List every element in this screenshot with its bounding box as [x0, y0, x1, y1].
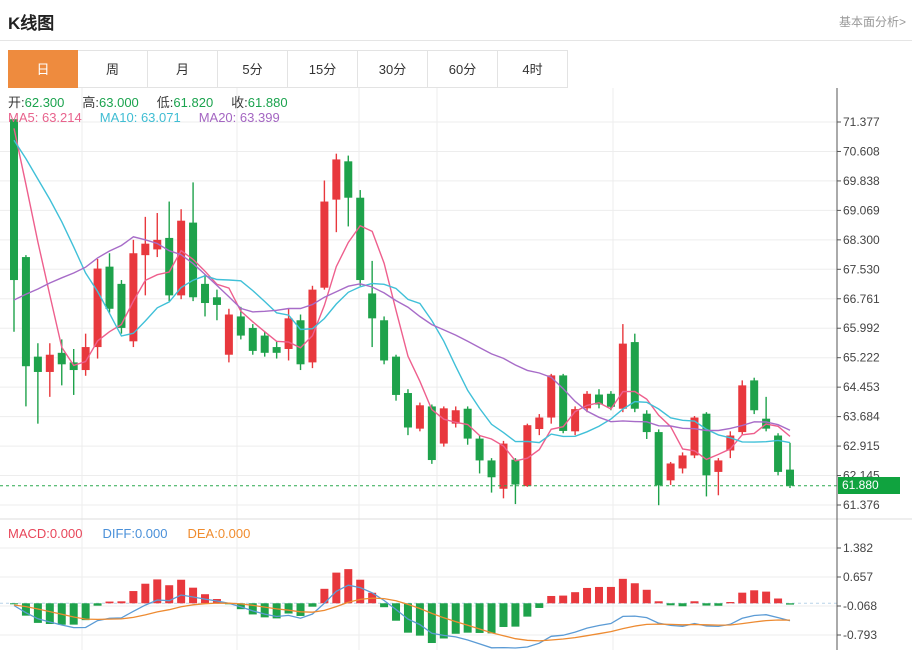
page-title: K线图: [8, 14, 55, 33]
current-price-badge: 61.880: [838, 477, 900, 495]
svg-text:1.382: 1.382: [843, 541, 873, 555]
svg-text:68.300: 68.300: [843, 233, 880, 247]
svg-text:66.761: 66.761: [843, 292, 880, 306]
svg-text:-0.068: -0.068: [843, 599, 877, 613]
svg-text:63.684: 63.684: [843, 410, 880, 424]
svg-text:62.915: 62.915: [843, 439, 880, 453]
svg-text:69.069: 69.069: [843, 203, 880, 217]
svg-text:-0.793: -0.793: [843, 628, 877, 642]
tab-day[interactable]: 日: [8, 50, 78, 88]
tab-month[interactable]: 月: [148, 50, 218, 88]
svg-text:69.838: 69.838: [843, 174, 880, 188]
tab-5min[interactable]: 5分: [218, 50, 288, 88]
svg-text:65.992: 65.992: [843, 321, 880, 335]
header-divider: [0, 40, 912, 41]
candlestick-macd-canvas[interactable]: 71.377 70.608 69.838 69.069 68.300 67.530 66.7…: [0, 88, 912, 650]
tab-30min[interactable]: 30分: [358, 50, 428, 88]
svg-text:61.376: 61.376: [843, 498, 880, 512]
tab-15min[interactable]: 15分: [288, 50, 358, 88]
tab-week[interactable]: 周: [78, 50, 148, 88]
svg-text:71.377: 71.377: [843, 115, 880, 129]
svg-text:64.453: 64.453: [843, 380, 880, 394]
timeframe-tabs: 日 周 月 5分 15分 30分 60分 4时: [8, 50, 568, 88]
fundamental-analysis-link[interactable]: 基本面分析>: [838, 15, 906, 29]
svg-text:67.530: 67.530: [843, 262, 880, 276]
kline-chart-area[interactable]: 71.377 70.608 69.838 69.069 68.300 67.530 66.7…: [0, 88, 912, 650]
page-header: K线图 基本面分析>: [0, 0, 912, 40]
svg-text:70.608: 70.608: [843, 144, 880, 158]
svg-text:65.222: 65.222: [843, 351, 880, 365]
svg-text:0.657: 0.657: [843, 570, 873, 584]
tab-60min[interactable]: 60分: [428, 50, 498, 88]
tab-4hour[interactable]: 4时: [498, 50, 568, 88]
